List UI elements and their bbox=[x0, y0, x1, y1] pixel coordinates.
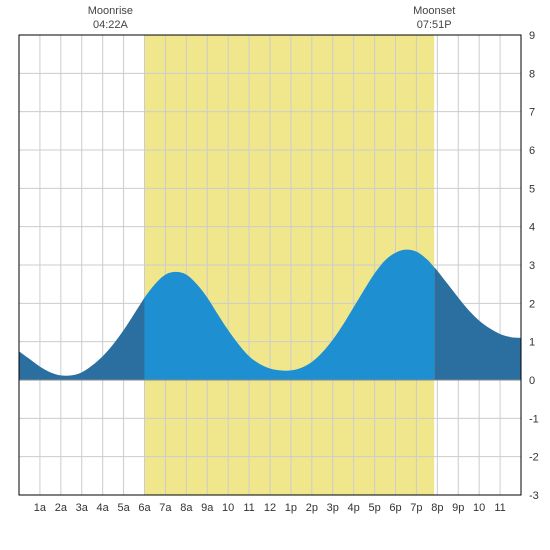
x-tick-label: 3a bbox=[76, 502, 89, 514]
x-tick-label: 9a bbox=[201, 502, 214, 514]
x-tick-label: 2a bbox=[55, 502, 68, 514]
y-tick-label: -2 bbox=[529, 452, 539, 464]
y-tick-label: -3 bbox=[529, 490, 539, 502]
x-tick-label: 7p bbox=[410, 502, 422, 514]
moonrise-label-time: 04:22A bbox=[93, 19, 129, 31]
x-tick-label: 4p bbox=[348, 502, 360, 514]
y-tick-label: 2 bbox=[529, 298, 535, 310]
x-tick-label: 10 bbox=[473, 502, 485, 514]
x-tick-label: 2p bbox=[306, 502, 318, 514]
tide-chart-container: -3-2-101234567891a2a3a4a5a6a7a8a9a101112… bbox=[0, 0, 550, 550]
y-tick-label: 1 bbox=[529, 337, 535, 349]
x-tick-label: 6a bbox=[138, 502, 151, 514]
y-tick-label: 4 bbox=[529, 222, 535, 234]
y-tick-label: 3 bbox=[529, 260, 535, 272]
y-axis-labels: -3 -2 -1 0 1 2 3 4 5 6 7 8 9 bbox=[529, 30, 539, 502]
x-tick-label: 5p bbox=[368, 502, 380, 514]
x-tick-label: 8p bbox=[431, 502, 443, 514]
x-tick-label: 9p bbox=[452, 502, 464, 514]
x-tick-label: 11 bbox=[243, 502, 254, 514]
moonset-label-time: 07:51P bbox=[417, 19, 452, 31]
y-tick-label: 6 bbox=[529, 145, 535, 157]
y-tick-label: 8 bbox=[529, 68, 535, 80]
x-tick-label: 6p bbox=[389, 502, 401, 514]
x-tick-label: 7a bbox=[159, 502, 172, 514]
x-tick-label: 4a bbox=[97, 502, 110, 514]
y-tick-label: -1 bbox=[529, 413, 539, 425]
x-tick-label: 8a bbox=[180, 502, 193, 514]
y-tick-label: 7 bbox=[529, 107, 535, 119]
moonrise-label-title: Moonrise bbox=[88, 5, 133, 17]
y-tick-label: 9 bbox=[529, 30, 535, 42]
x-tick-label: 5a bbox=[117, 502, 130, 514]
x-tick-label: 10 bbox=[222, 502, 234, 514]
x-tick-label: 12 bbox=[264, 502, 276, 514]
x-tick-label: 3p bbox=[327, 502, 339, 514]
y-tick-label: 5 bbox=[529, 183, 535, 195]
x-tick-label: 1p bbox=[285, 502, 297, 514]
x-axis-labels: 1a 2a 3a 4a 5a 6a 7a 8a 9a 10 11 12 1p 2p 3p 4p 5p 6p 7p 8p… bbox=[34, 502, 506, 514]
x-tick-label: 11 bbox=[494, 502, 505, 514]
moonset-label-title: Moonset bbox=[413, 5, 455, 17]
y-tick-label: 0 bbox=[529, 375, 535, 387]
x-tick-label: 1a bbox=[34, 502, 47, 514]
tide-chart: -3-2-101234567891a2a3a4a5a6a7a8a9a101112… bbox=[0, 0, 550, 550]
